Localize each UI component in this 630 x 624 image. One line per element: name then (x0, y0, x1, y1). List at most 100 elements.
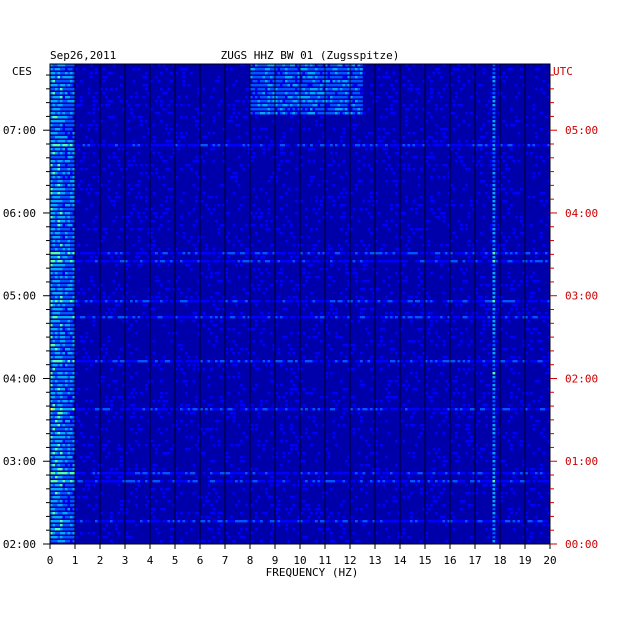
heatmap-cell (95, 100, 98, 103)
heatmap-cell (110, 88, 113, 91)
heatmap-cell (207, 196, 211, 199)
heatmap-cell (267, 180, 271, 183)
heatmap-cell (445, 380, 448, 383)
heatmap-cell (532, 360, 536, 363)
heatmap-cell (537, 144, 541, 147)
heatmap-cell (455, 96, 458, 99)
heatmap-cell (450, 336, 453, 339)
heatmap-cell (187, 164, 191, 167)
heatmap-cell (130, 360, 133, 363)
heatmap-cell (122, 316, 126, 319)
heatmap-cell (50, 420, 53, 423)
heatmap-cell (90, 124, 93, 127)
heatmap-cell (275, 88, 278, 91)
heatmap-cell (117, 256, 121, 259)
heatmap-cell (525, 280, 528, 283)
heatmap-cell (317, 108, 321, 111)
heatmap-cell (132, 160, 136, 163)
heatmap-cell (340, 88, 343, 91)
heatmap-cell (322, 112, 326, 115)
heatmap-cell (447, 360, 451, 363)
heatmap-cell (157, 364, 161, 367)
heatmap-cell (452, 100, 456, 103)
heatmap-cell (437, 192, 441, 195)
heatmap-cell (482, 396, 486, 399)
heatmap-cell (52, 108, 56, 111)
heatmap-cell (532, 272, 536, 275)
heatmap-cell (540, 316, 543, 319)
heatmap-cell (330, 152, 333, 155)
heatmap-cell (117, 184, 121, 187)
heatmap-cell (465, 312, 468, 315)
heatmap-cell (242, 388, 246, 391)
heatmap-cell (235, 264, 238, 267)
heatmap-cell (112, 200, 116, 203)
heatmap-cell (412, 232, 416, 235)
heatmap-cell (435, 408, 438, 411)
heatmap-cell (187, 360, 191, 363)
heatmap-cell (62, 292, 66, 295)
heatmap-cell (52, 64, 56, 67)
heatmap-cell (82, 224, 86, 227)
heatmap-cell (312, 248, 316, 251)
heatmap-cell (197, 260, 201, 263)
heatmap-cell (62, 92, 66, 95)
heatmap-cell (85, 300, 88, 303)
heatmap-cell (287, 100, 291, 103)
heatmap-cell (97, 408, 101, 411)
heatmap-cell (325, 316, 328, 319)
heatmap-cell (330, 316, 333, 319)
heatmap-cell (60, 204, 63, 207)
heatmap-cell (492, 228, 496, 231)
heatmap-cell (482, 324, 486, 327)
heatmap-cell (360, 108, 363, 111)
heatmap-cell (412, 132, 416, 135)
heatmap-cell (117, 396, 121, 399)
heatmap-cell (492, 76, 496, 79)
heatmap-cell (530, 316, 533, 319)
heatmap-cell (302, 116, 306, 119)
heatmap-cell (272, 404, 276, 407)
heatmap-cell (70, 68, 73, 71)
heatmap-cell (70, 240, 73, 243)
heatmap-cell (325, 76, 328, 79)
heatmap-cell (70, 432, 73, 435)
heatmap-cell (222, 300, 226, 303)
heatmap-cell (385, 144, 388, 147)
heatmap-cell (405, 108, 408, 111)
heatmap-cell (52, 304, 56, 307)
heatmap-cell (85, 188, 88, 191)
heatmap-cell (475, 240, 478, 243)
heatmap-cell (420, 272, 423, 275)
heatmap-cell (477, 296, 481, 299)
heatmap-cell (115, 192, 118, 195)
heatmap-cell (182, 76, 186, 79)
heatmap-cell (342, 196, 346, 199)
heatmap-cell (150, 408, 153, 411)
heatmap-cell (475, 372, 478, 375)
heatmap-cell (72, 420, 76, 423)
heatmap-cell (395, 192, 398, 195)
heatmap-cell (377, 288, 381, 291)
heatmap-cell (205, 136, 208, 139)
heatmap-cell (85, 352, 88, 355)
heatmap-cell (232, 224, 236, 227)
heatmap-cell (492, 68, 496, 71)
heatmap-cell (257, 416, 261, 419)
heatmap-cell (462, 252, 466, 255)
heatmap-cell (365, 300, 368, 303)
heatmap-cell (72, 204, 76, 207)
heatmap-cell (225, 276, 228, 279)
heatmap-cell (442, 176, 446, 179)
heatmap-cell (57, 244, 61, 247)
heatmap-cell (67, 156, 71, 159)
heatmap-cell (107, 116, 111, 119)
heatmap-cell (487, 144, 491, 147)
heatmap-cell (220, 252, 223, 255)
heatmap-cell (160, 260, 163, 263)
heatmap-cell (337, 196, 341, 199)
heatmap-cell (50, 264, 53, 267)
heatmap-cell (232, 252, 236, 255)
heatmap-cell (305, 304, 308, 307)
heatmap-cell (60, 64, 63, 67)
